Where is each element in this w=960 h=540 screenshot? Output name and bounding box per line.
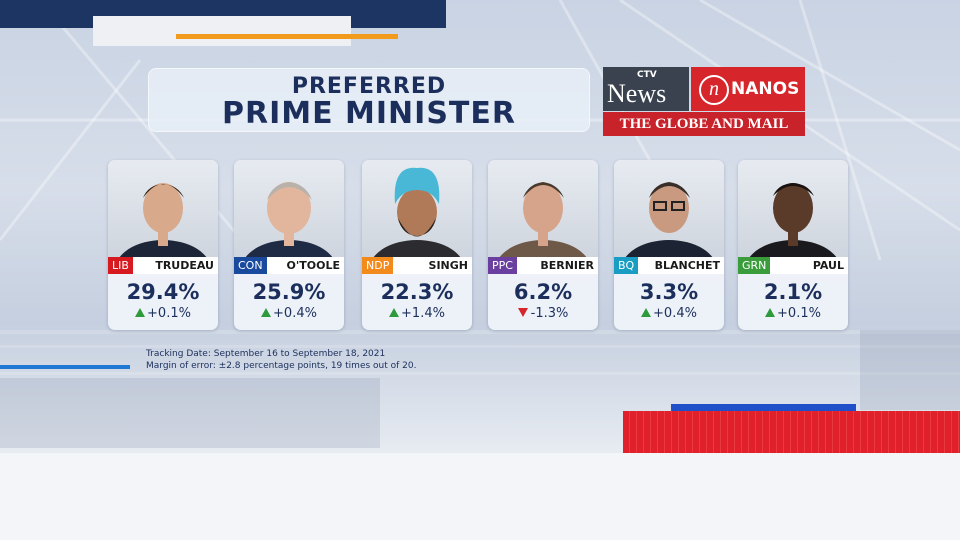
- candidate-photo: [738, 160, 848, 257]
- name-bar: CON O'TOOLE: [234, 257, 344, 274]
- globe-and-mail-logo: THE GLOBE AND MAIL: [603, 112, 805, 136]
- candidate-change: +1.4%: [362, 306, 472, 321]
- candidate-card-trudeau: LIB TRUDEAU 29.4% +0.1%: [108, 160, 218, 330]
- name-bar: GRN PAUL: [738, 257, 848, 274]
- nanos-circle-icon: n: [699, 75, 729, 105]
- up-arrow-icon: [261, 308, 272, 317]
- candidate-name: PAUL: [812, 259, 844, 272]
- candidate-card-otoole: CON O'TOOLE 25.9% +0.4%: [234, 160, 344, 330]
- candidate-percentage: 29.4%: [126, 280, 200, 304]
- ctv-news-logo: CTV News: [603, 67, 689, 111]
- candidate-percentage: 3.3%: [639, 280, 699, 304]
- title-prime-minister: PRIME MINISTER: [222, 96, 516, 131]
- party-badge-grn: GRN: [738, 257, 771, 274]
- change-value: +0.4%: [653, 306, 697, 321]
- ctv-news-text: News: [607, 79, 667, 108]
- candidate-change: +0.1%: [108, 306, 218, 321]
- name-bar: LIB TRUDEAU: [108, 257, 218, 274]
- name-bar: BQ BLANCHET: [614, 257, 724, 274]
- candidate-photo: [488, 160, 598, 257]
- tracking-date-note: Tracking Date: September 16 to September…: [146, 349, 386, 359]
- title-preferred: PREFERRED: [291, 74, 447, 99]
- candidate-percentage: 2.1%: [763, 280, 823, 304]
- candidate-card-bernier: PPC BERNIER 6.2% -1.3%: [488, 160, 598, 330]
- up-arrow-icon: [389, 308, 400, 317]
- candidate-change: +0.4%: [234, 306, 344, 321]
- broadcaster-logos: CTV News n NANOS THE GLOBE AND MAIL: [603, 67, 805, 137]
- change-value: +0.4%: [273, 306, 317, 321]
- candidate-card-paul: GRN PAUL 2.1% +0.1%: [738, 160, 848, 330]
- top-orange-stripe: [176, 34, 398, 39]
- name-bar: PPC BERNIER: [488, 257, 598, 274]
- title-panel: PREFERRED PRIME MINISTER: [148, 68, 590, 132]
- candidate-card-blanchet: BQ BLANCHET 3.3% +0.4%: [614, 160, 724, 330]
- change-value: +1.4%: [401, 306, 445, 321]
- nanos-logo: n NANOS: [691, 67, 805, 111]
- candidate-photo: [234, 160, 344, 257]
- candidate-name: O'TOOLE: [286, 259, 340, 272]
- candidate-change: +0.4%: [614, 306, 724, 321]
- candidate-percentage: 22.3%: [380, 280, 454, 304]
- candidate-name: BLANCHET: [654, 259, 720, 272]
- up-arrow-icon: [135, 308, 146, 317]
- ctv-small-text: CTV: [637, 70, 657, 80]
- red-lower-block: [623, 411, 960, 453]
- party-badge-bq: BQ: [614, 257, 639, 274]
- candidate-percentage: 25.9%: [252, 280, 326, 304]
- candidate-name: BERNIER: [540, 259, 594, 272]
- up-arrow-icon: [765, 308, 776, 317]
- candidate-name: SINGH: [428, 259, 468, 272]
- bottom-white-band: [0, 453, 960, 540]
- change-value: -1.3%: [530, 306, 569, 321]
- candidate-change: -1.3%: [488, 306, 598, 321]
- candidate-name: TRUDEAU: [155, 259, 214, 272]
- margin-of-error-note: Margin of error: ±2.8 percentage points,…: [146, 361, 417, 371]
- top-white-bar: [93, 16, 351, 46]
- right-blue-stripe: [671, 404, 856, 411]
- party-badge-lib: LIB: [108, 257, 133, 274]
- name-bar: NDP SINGH: [362, 257, 472, 274]
- candidate-card-singh: NDP SINGH 22.3% +1.4%: [362, 160, 472, 330]
- candidate-photo: [614, 160, 724, 257]
- left-blue-stripe: [0, 365, 130, 369]
- candidate-cards: LIB TRUDEAU 29.4% +0.1% CON O'TOOLE 25.9…: [108, 160, 848, 330]
- change-value: +0.1%: [147, 306, 191, 321]
- candidate-percentage: 6.2%: [513, 280, 573, 304]
- nanos-text: NANOS: [731, 79, 800, 99]
- candidate-change: +0.1%: [738, 306, 848, 321]
- change-value: +0.1%: [777, 306, 821, 321]
- party-badge-con: CON: [234, 257, 267, 274]
- party-badge-ppc: PPC: [488, 257, 517, 274]
- candidate-photo: [362, 160, 472, 257]
- up-arrow-icon: [641, 308, 652, 317]
- party-badge-ndp: NDP: [362, 257, 394, 274]
- candidate-photo: [108, 160, 218, 257]
- down-arrow-icon: [517, 308, 528, 317]
